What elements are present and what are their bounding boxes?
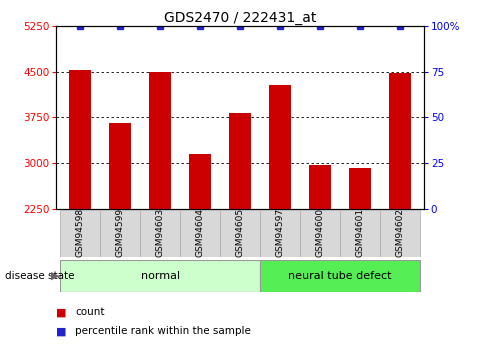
Bar (349, 168, 371, 209)
Bar (69, 70, 91, 209)
Bar (180, 210, 220, 257)
Bar (60, 260, 260, 292)
Text: GSM94604: GSM94604 (196, 208, 205, 257)
Text: GSM94597: GSM94597 (275, 208, 285, 257)
Bar (229, 113, 251, 209)
Text: disease state: disease state (5, 271, 74, 281)
Bar (220, 210, 260, 257)
Bar (260, 260, 420, 292)
Text: GSM94605: GSM94605 (236, 208, 245, 257)
Text: ■: ■ (56, 307, 67, 317)
Bar (60, 210, 100, 257)
Text: ▶: ▶ (50, 271, 59, 281)
Text: GSM94598: GSM94598 (76, 208, 85, 257)
Bar (380, 210, 420, 257)
Text: normal: normal (141, 271, 180, 281)
Bar (140, 210, 180, 257)
Text: GSM94601: GSM94601 (355, 208, 365, 257)
Bar (109, 124, 131, 209)
Bar (260, 210, 300, 257)
Bar (100, 210, 140, 257)
Bar (309, 165, 331, 209)
Text: GSM94599: GSM94599 (116, 208, 125, 257)
Text: GSM94600: GSM94600 (316, 208, 324, 257)
Text: GSM94602: GSM94602 (395, 208, 404, 257)
Text: percentile rank within the sample: percentile rank within the sample (75, 326, 251, 336)
Bar (300, 210, 340, 257)
Title: GDS2470 / 222431_at: GDS2470 / 222431_at (164, 11, 316, 25)
Text: count: count (75, 307, 104, 317)
Text: GSM94603: GSM94603 (156, 208, 165, 257)
Text: neural tube defect: neural tube defect (288, 271, 392, 281)
Bar (340, 210, 380, 257)
Bar (189, 154, 211, 209)
Bar (149, 71, 171, 209)
Bar (389, 73, 411, 209)
Bar (269, 85, 291, 209)
Text: ■: ■ (56, 326, 67, 336)
